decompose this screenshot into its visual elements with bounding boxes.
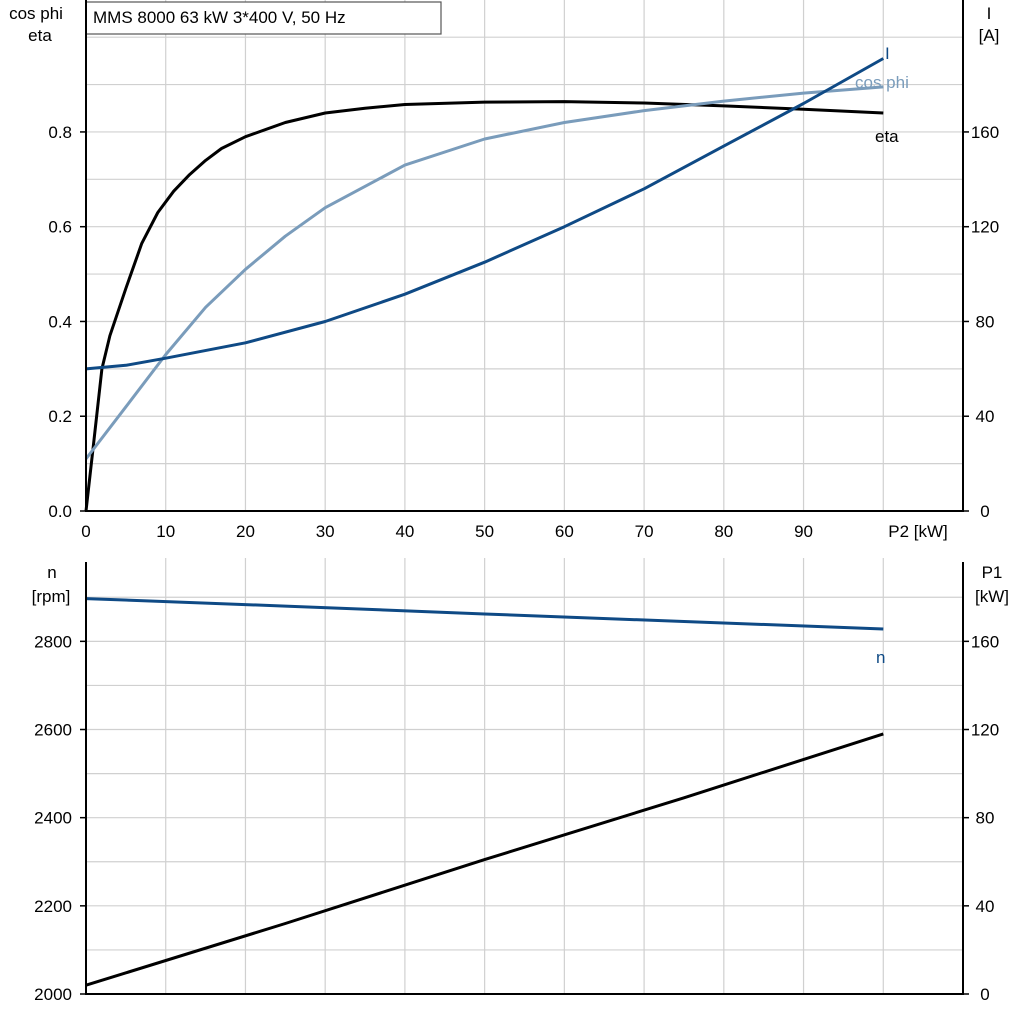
y-tick-label: 0.2	[48, 407, 72, 426]
bottom-plot-axes	[85, 562, 964, 995]
y-tick-label: 160	[971, 123, 999, 142]
top-right-tick-labels: 0 40 80 120 160	[971, 123, 999, 521]
x-tick-label: 80	[714, 522, 733, 541]
current-curve	[85, 57, 885, 371]
y-tick-label: 2000	[34, 985, 72, 1004]
top-right-axis-label-2: [A]	[979, 26, 1000, 45]
y-tick-label: 0.4	[48, 312, 72, 331]
y-tick-label: 40	[976, 897, 995, 916]
bottom-left-axis-label-1: n	[47, 563, 56, 582]
bottom-right-axis-label-1: P1	[982, 563, 1003, 582]
y-tick-label: 120	[971, 721, 999, 740]
top-plot-axes	[85, 0, 964, 512]
y-tick-label: 2600	[34, 721, 72, 740]
top-left-axis-label-1: cos phi	[9, 4, 63, 23]
top-left-axis-label-2: eta	[28, 26, 52, 45]
x-tick-label: 90	[794, 522, 813, 541]
y-tick-label: 120	[971, 218, 999, 237]
y-tick-label: 0	[980, 985, 989, 1004]
speed-series-label: n	[876, 648, 885, 667]
y-tick-label: 0.6	[48, 218, 72, 237]
current-series-label: I	[885, 44, 890, 63]
bottom-plot-grid	[80, 558, 969, 995]
y-tick-label: 40	[976, 407, 995, 426]
bottom-left-tick-labels: 2000 2200 2400 2600 2800	[34, 632, 72, 1004]
bottom-right-axis-label-2: [kW]	[975, 587, 1009, 606]
cosphi-series-label: cos phi	[855, 73, 909, 92]
y-tick-label: 2800	[34, 632, 72, 651]
x-tick-label: 70	[635, 522, 654, 541]
y-tick-label: 160	[971, 632, 999, 651]
input-power-curve	[85, 732, 884, 987]
x-tick-label: 30	[316, 522, 335, 541]
y-tick-label: 2400	[34, 809, 72, 828]
y-tick-label: 80	[976, 312, 995, 331]
x-tick-label: 10	[156, 522, 175, 541]
y-tick-label: 0.8	[48, 123, 72, 142]
x-tick-label: 60	[555, 522, 574, 541]
x-tick-label: 0	[81, 522, 90, 541]
y-tick-label: 0.0	[48, 502, 72, 521]
y-tick-label: 2200	[34, 897, 72, 916]
eta-series-label: eta	[875, 127, 899, 146]
bottom-right-tick-labels: 0 40 80 120 160	[971, 632, 999, 1004]
y-tick-label: 0	[980, 502, 989, 521]
cosphi-curve	[84, 85, 884, 460]
top-plot-grid	[80, 0, 969, 512]
eta-curve	[84, 100, 884, 512]
title-box	[85, 1, 442, 35]
top-right-axis-label-1: I	[987, 4, 992, 23]
x-tick-label: 50	[475, 522, 494, 541]
bottom-left-axis-label-2: [rpm]	[32, 587, 71, 606]
speed-curve	[85, 597, 884, 631]
top-left-tick-labels: 0.0 0.2 0.4 0.6 0.8	[48, 123, 72, 521]
x-tick-label: 40	[395, 522, 414, 541]
top-x-tick-labels: 0 10 20 30 40 50 60 70 80 90	[81, 522, 813, 541]
x-tick-label: 20	[236, 522, 255, 541]
top-x-axis-label: P2 [kW]	[888, 522, 948, 541]
y-tick-label: 80	[976, 809, 995, 828]
chart-title: MMS 8000 63 kW 3*400 V, 50 Hz	[93, 8, 346, 27]
